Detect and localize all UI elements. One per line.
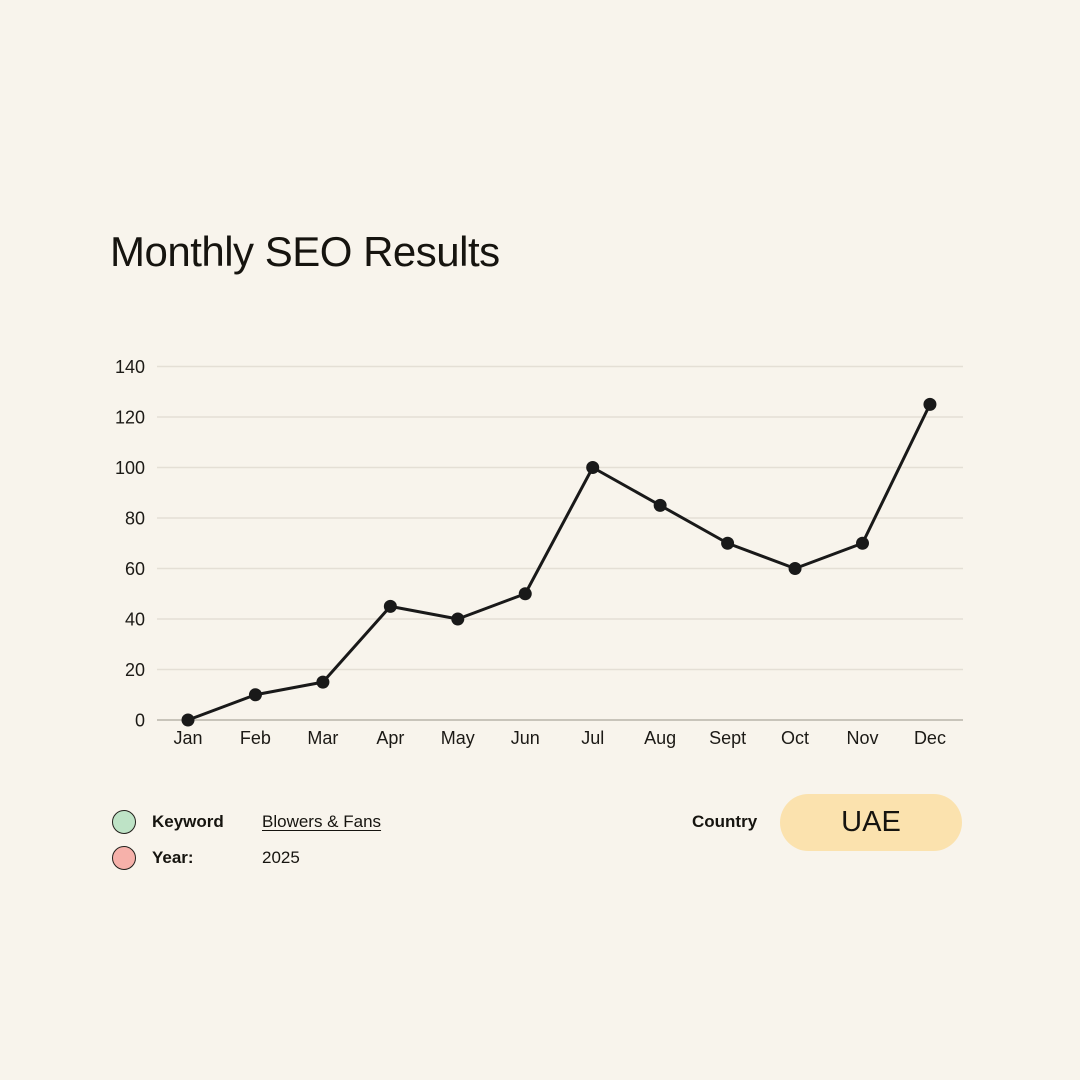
keyword-marker-icon [112,810,136,834]
y-tick-label: 120 [115,408,145,428]
data-point [653,498,667,512]
country-label: Country [692,812,758,831]
y-tick-label: 60 [125,559,145,579]
data-point [586,461,600,474]
year-value: 2025 [262,848,300,867]
data-point [923,397,937,411]
y-tick-label: 40 [125,610,145,630]
legend-row-keyword: Keyword Blowers & Fans [112,810,381,834]
y-tick-label: 140 [115,357,145,377]
data-point [856,536,869,550]
data-point [518,587,532,601]
legend-row-year: Year: 2025 [112,846,300,870]
y-tick-label: 100 [115,458,145,478]
data-point [383,599,397,613]
x-tick-label: Jul [581,728,604,748]
data-line [186,402,932,722]
x-tick-label: May [441,728,475,748]
year-label: Year: [152,848,194,867]
x-tick-label: Jun [511,728,540,748]
y-tick-label: 0 [135,711,145,731]
country-value: UAE [841,806,901,838]
x-tick-label: Feb [240,728,271,748]
year-marker-icon [112,846,136,870]
data-point [181,713,195,727]
keyword-label: Keyword [152,812,224,831]
y-tick-label: 20 [125,660,145,680]
x-tick-label: Sept [709,728,746,748]
data-point [788,562,802,575]
x-tick-label: Dec [914,728,946,748]
page-title: Monthly SEO Results [110,228,500,275]
x-tick-label: Nov [846,728,878,748]
data-point [248,688,262,702]
x-tick-label: Oct [781,728,809,748]
data-point [316,675,330,689]
x-tick-label: Aug [644,728,676,748]
data-point [451,612,465,626]
y-tick-label: 80 [125,509,145,529]
data-point [721,536,735,550]
keyword-value-link[interactable]: Blowers & Fans [262,812,382,831]
x-tick-label: Jan [173,728,202,748]
x-tick-label: Mar [307,728,338,748]
country-badge[interactable]: UAE [780,794,962,851]
x-tick-label: Apr [376,728,404,748]
